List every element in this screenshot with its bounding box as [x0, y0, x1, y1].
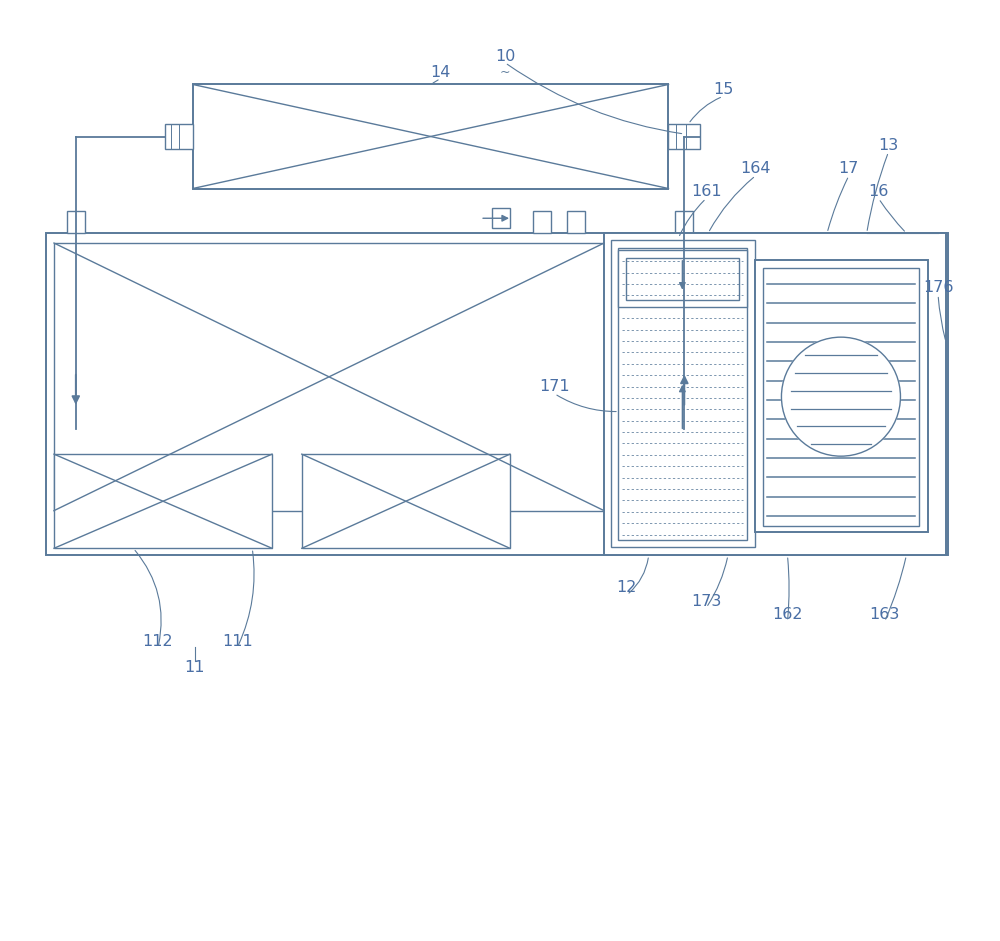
Text: 164: 164 [740, 161, 771, 176]
Text: 11: 11 [184, 660, 205, 675]
Bar [46, 233, 948, 555]
Bar [668, 124, 700, 149]
Text: 176: 176 [923, 280, 953, 295]
Text: 12: 12 [617, 581, 637, 596]
Text: 171: 171 [539, 379, 570, 394]
Bar [626, 258, 739, 299]
Bar [165, 124, 193, 149]
Text: 162: 162 [772, 607, 803, 622]
Circle shape [781, 337, 900, 456]
Bar [492, 208, 510, 228]
Bar [533, 212, 551, 233]
Text: ~: ~ [500, 66, 510, 79]
Bar [54, 455, 272, 549]
Text: 163: 163 [869, 607, 900, 622]
Bar [611, 240, 755, 548]
Bar [675, 212, 693, 233]
Text: 161: 161 [691, 184, 721, 199]
Bar [302, 455, 510, 549]
Text: 17: 17 [839, 161, 859, 176]
Bar [193, 85, 668, 188]
Bar [67, 212, 85, 233]
Text: 14: 14 [430, 65, 451, 80]
Text: 15: 15 [713, 82, 733, 97]
Bar [604, 233, 946, 555]
Bar [758, 387, 785, 441]
Bar [54, 243, 604, 511]
Bar [618, 248, 747, 540]
Text: 112: 112 [143, 634, 173, 649]
Text: 173: 173 [691, 595, 721, 610]
Bar [618, 250, 747, 308]
Text: 13: 13 [878, 138, 899, 153]
Text: 16: 16 [868, 184, 889, 199]
Bar [567, 212, 585, 233]
Bar [763, 268, 919, 525]
Bar [755, 260, 928, 533]
Text: 10: 10 [495, 49, 515, 64]
Text: 111: 111 [222, 634, 253, 649]
